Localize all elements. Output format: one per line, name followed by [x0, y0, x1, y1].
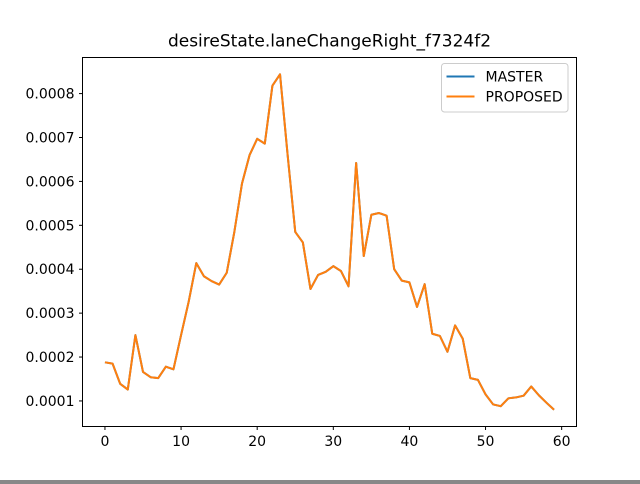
x-tick-label: 0 — [100, 434, 109, 450]
y-tick-label: 0.0003 — [26, 306, 75, 322]
series-line-proposed — [104, 73, 555, 411]
y-tick-label: 0.0001 — [26, 394, 75, 410]
y-tick-label: 0.0008 — [26, 87, 75, 103]
x-tick-label: 60 — [553, 434, 571, 450]
plot-area-border — [82, 57, 577, 427]
x-tick-label: 20 — [248, 434, 266, 450]
y-tick-label: 0.0005 — [26, 218, 75, 234]
x-axis-ticks: 0 10 20 30 40 50 60 — [100, 426, 571, 450]
x-tick-label: 40 — [401, 434, 419, 450]
y-tick-label: 0.0006 — [26, 174, 75, 190]
y-tick-label: 0.0002 — [26, 350, 75, 366]
y-tick-label: 0.0004 — [26, 262, 75, 278]
x-tick-label: 30 — [324, 434, 342, 450]
legend-label-master: MASTER — [486, 70, 544, 86]
y-axis-ticks: 0.0001 0.0002 0.0003 0.0004 0.0005 0.0006 0.00… — [26, 87, 83, 410]
x-tick-label: 10 — [172, 434, 190, 450]
x-tick-label: 50 — [477, 434, 495, 450]
legend: MASTER PROPOSED — [441, 63, 569, 113]
plot-lines — [104, 73, 555, 411]
series-line-master — [104, 73, 555, 411]
chart-title: desireState.laneChangeRight_f7324f2 — [168, 32, 491, 52]
legend-label-proposed: PROPOSED — [486, 90, 563, 106]
y-tick-label: 0.0007 — [26, 130, 75, 146]
